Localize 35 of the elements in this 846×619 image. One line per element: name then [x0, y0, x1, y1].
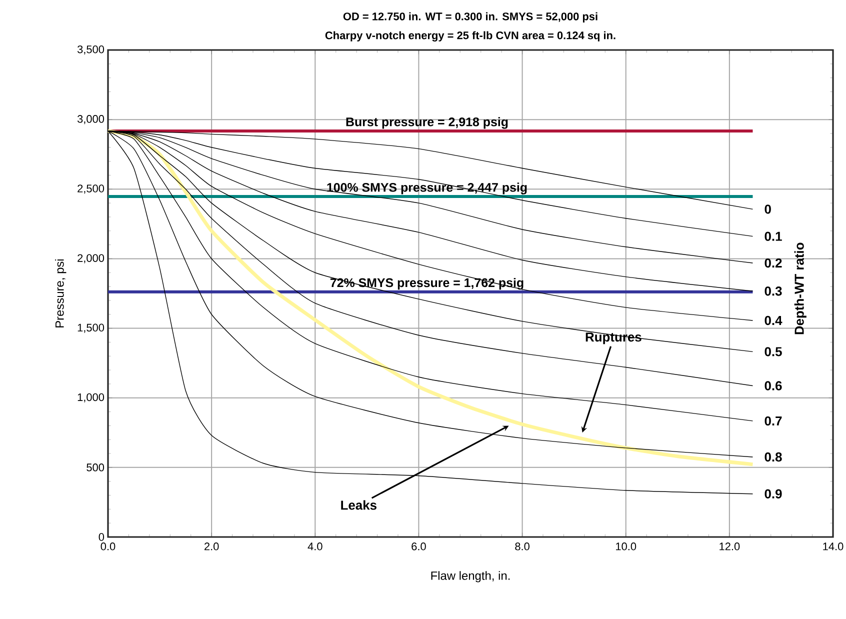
ref-line-label: Burst pressure = 2,918 psig [346, 117, 508, 129]
series-label: 0.6 [764, 381, 782, 390]
x-tick-label: 6.0 [412, 542, 426, 550]
x-tick-label: 4.0 [308, 542, 322, 550]
series-label: 0 [764, 204, 771, 214]
y-tick-label: 1,000 [78, 393, 104, 402]
x-tick-label: 14.0 [823, 542, 844, 550]
y-tick-label: 1,500 [78, 324, 104, 333]
annotation: Ruptures [586, 332, 642, 344]
series-label: 0.2 [764, 258, 782, 268]
x-tick-label: 2.0 [204, 542, 219, 550]
x-tick-label: 8.0 [515, 542, 530, 550]
series-label: 0.9 [764, 489, 782, 498]
series-label: 0.3 [764, 286, 782, 296]
y-axis-title: Pressure, psi [55, 259, 66, 328]
series-label: 0.8 [764, 452, 782, 462]
annotation: Leaks [341, 500, 376, 510]
x-tick-label: 10.0 [616, 542, 636, 550]
ref-line-label: 72% SMYS pressure = 1,762 psig [330, 278, 524, 290]
series-label: 0.7 [764, 416, 782, 426]
y-tick-label: 2,000 [78, 254, 104, 264]
y-tick-label: 0 [98, 533, 104, 541]
y-tick-label: 3,000 [77, 115, 104, 124]
chart-subtitle: Charpy v-notch energy = 25 ft-lb CVN area = 0.124 sq in. [325, 31, 616, 42]
x-tick-label: 0.0 [100, 542, 116, 550]
x-axis-title: Flaw length, in. [431, 571, 510, 582]
series-label: 0.1 [764, 232, 782, 241]
series-label: 0.5 [764, 347, 782, 356]
y-tick-label: 3,500 [77, 45, 104, 55]
legend-title: Depth-WT ratio [794, 242, 806, 334]
x-tick-label: 12.0 [720, 542, 740, 550]
y-tick-label: 2,500 [78, 184, 104, 194]
y-tick-label: 500 [86, 464, 104, 472]
chart-title: OD = 12.750 in. WT = 0.300 in. SMYS = 52,000 psi [343, 12, 598, 22]
series-label: 0.4 [764, 316, 782, 326]
